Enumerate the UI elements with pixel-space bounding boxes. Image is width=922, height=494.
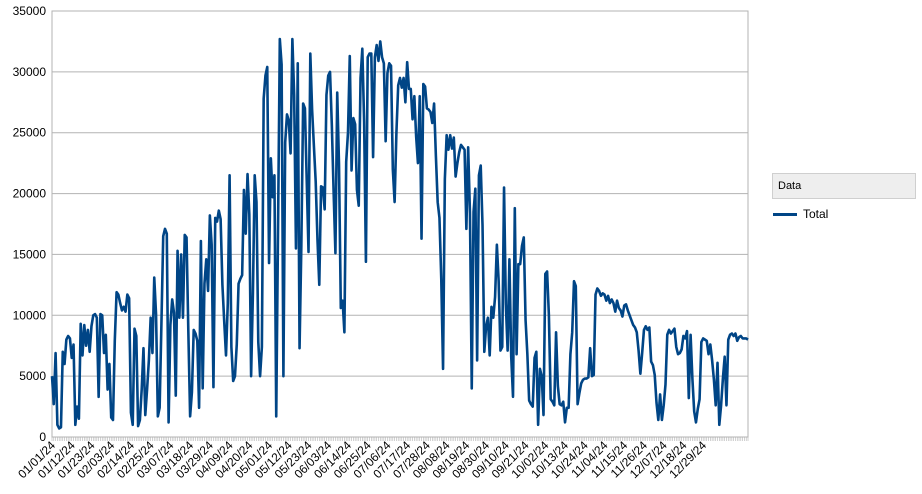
series-layer xyxy=(50,37,749,430)
y-tick-label: 30000 xyxy=(13,65,47,79)
y-tick-label: 35000 xyxy=(13,4,47,18)
legend-swatch xyxy=(773,213,797,216)
y-tick-label: 25000 xyxy=(13,126,47,140)
series-line-total xyxy=(50,37,749,430)
y-tick-label: 15000 xyxy=(13,247,47,261)
x-tick-marks xyxy=(51,437,749,441)
y-tick-label: 10000 xyxy=(13,308,47,322)
legend-entry-total: Total xyxy=(772,206,916,222)
legend: Data Total xyxy=(772,173,916,233)
y-tick-label: 0 xyxy=(39,430,46,444)
legend-title: Data xyxy=(778,180,802,192)
y-axis: 0 5000 10000 15000 20000 25000 30000 35000 xyxy=(13,4,47,444)
legend-label: Total xyxy=(803,207,829,221)
y-tick-label: 20000 xyxy=(13,187,47,201)
legend-header: Data xyxy=(772,173,916,199)
x-axis: 01/01/2401/12/2401/23/2402/03/2402/14/24… xyxy=(15,437,749,481)
y-tick-label: 5000 xyxy=(19,369,46,383)
